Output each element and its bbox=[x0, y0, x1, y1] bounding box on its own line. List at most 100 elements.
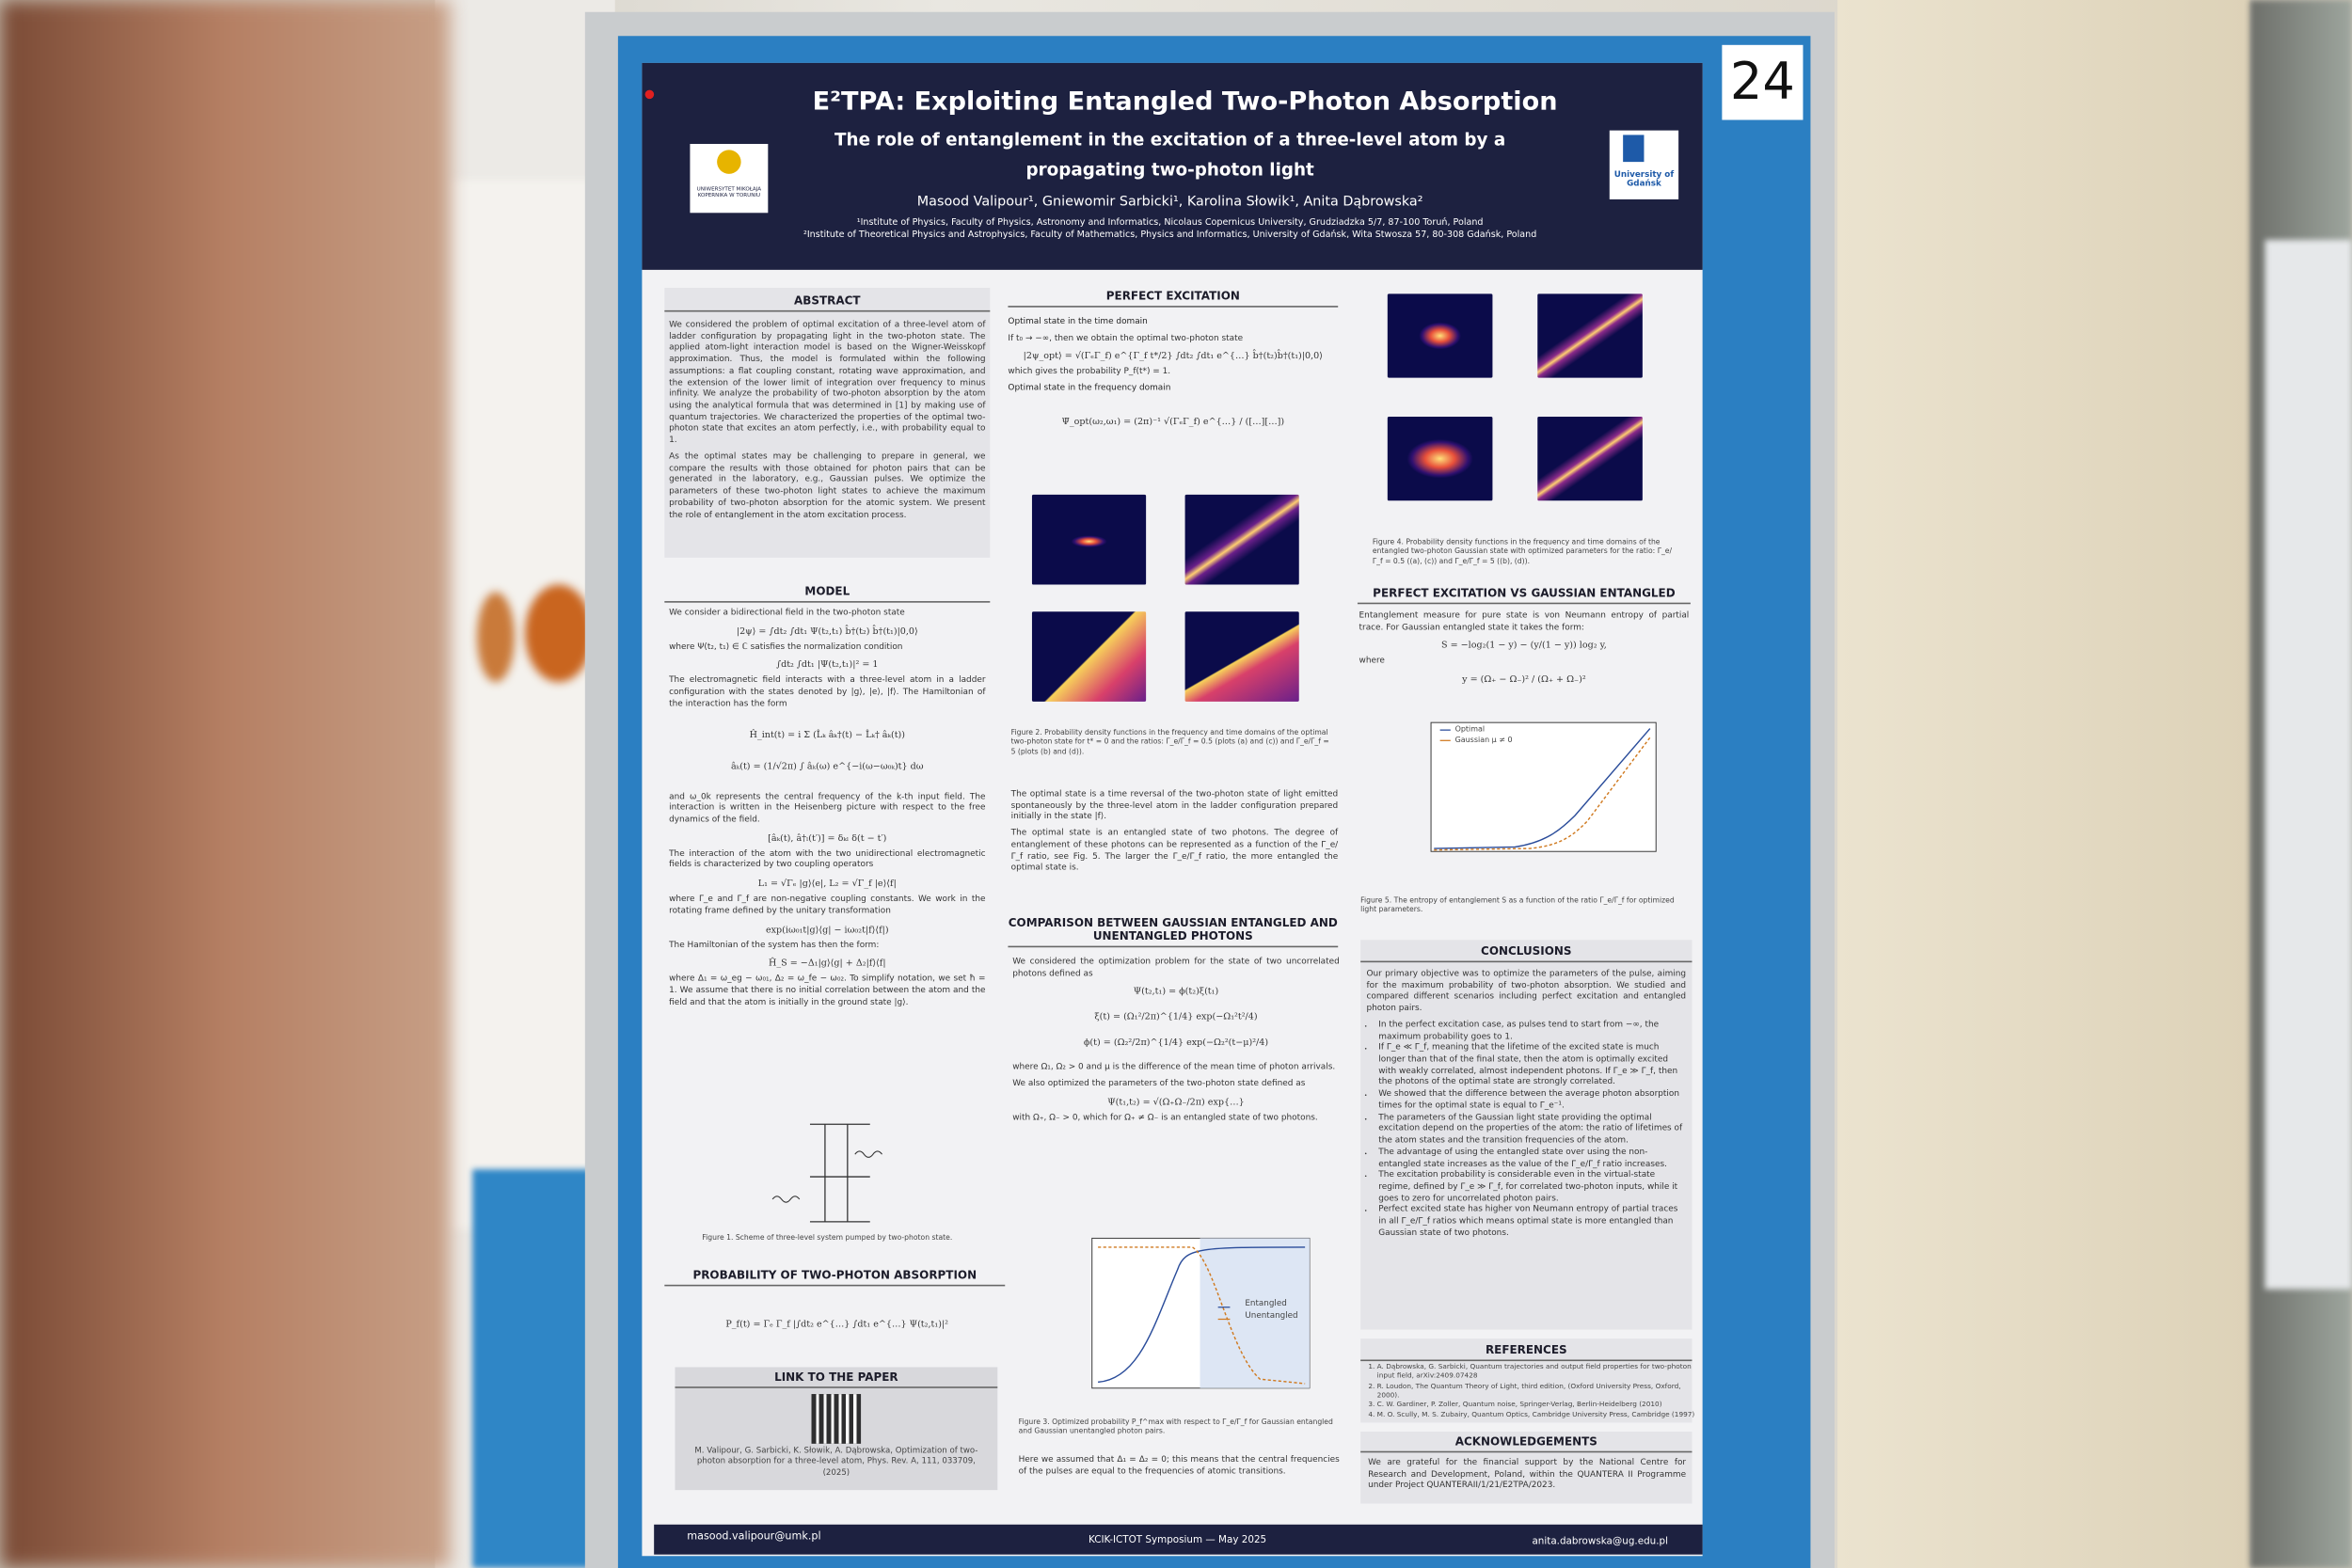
equation: |2ψ_opt⟩ = √(ΓₑΓ_f) e^{Γ_f t*/2} ∫dt₂ ∫d… bbox=[1023, 351, 1323, 362]
equation: âₖ(t) = (1/√2π) ∫ âₖ(ω) e^{−i(ω−ω₀ₖ)t} d… bbox=[731, 760, 924, 772]
section-heading: COMPARISON BETWEEN GAUSSIAN ENTANGLED AN… bbox=[1008, 916, 1339, 948]
paragraph: We also optimized the parameters of the … bbox=[1012, 1079, 1306, 1089]
logo-right: University of Gdańsk bbox=[1609, 130, 1679, 199]
paragraph: The electromagnetic field interacts with… bbox=[669, 676, 986, 709]
heatmap bbox=[1387, 417, 1493, 501]
list-item: We showed that the difference between th… bbox=[1378, 1090, 1686, 1114]
paragraph: where Γ_e and Γ_f are non-negative coupl… bbox=[669, 895, 986, 916]
list-item: C. W. Gardiner, P. Zoller, Quantum noise… bbox=[1377, 1402, 1700, 1412]
section-heading: PROBABILITY OF TWO-PHOTON ABSORPTION bbox=[664, 1268, 1006, 1287]
equation: Ĥ_int(t) = i Σ (L̂ₖ âₖ†(t) − L̂ₖ† âₖ(t)) bbox=[749, 729, 906, 740]
figure-caption: Figure 4. Probability density functions … bbox=[1372, 539, 1673, 567]
equation: Ψ(t₁,t₂) = √(Ω₊Ω₋/2π) exp{…} bbox=[1107, 1097, 1245, 1108]
title: E²TPA: Exploiting Entangled Two-Photon A… bbox=[812, 87, 1558, 118]
vs: Entanglement measure for pure state is v… bbox=[1359, 611, 1690, 691]
equation: exp(iω₀₁t|g⟩⟨g| − iω₀₂t|f⟩⟨f|) bbox=[765, 924, 889, 935]
background-board bbox=[472, 1169, 608, 1568]
paragraph: We considered the optimization problem f… bbox=[1012, 958, 1340, 979]
section-heading: ACKNOWLEDGEMENTS bbox=[1360, 1434, 1692, 1453]
list-item: Perfect excited state has higher von Neu… bbox=[1378, 1206, 1686, 1241]
paragraph: If t₀ → −∞, then we obtain the optimal t… bbox=[1008, 333, 1244, 343]
legend-entry: Gaussian μ ≠ 0 bbox=[1454, 736, 1513, 746]
section-heading: PERFECT EXCITATION VS GAUSSIAN ENTANGLED bbox=[1357, 586, 1691, 605]
figure-5 bbox=[1430, 721, 1657, 852]
blurred-circle bbox=[525, 584, 593, 683]
paragraph: where bbox=[1359, 657, 1385, 667]
legend-entry: Optimal bbox=[1454, 725, 1486, 735]
paragraph: The interaction of the atom with the two… bbox=[669, 849, 986, 871]
affiliation: ¹Institute of Physics, Faculty of Physic… bbox=[856, 217, 1484, 229]
equation: y = (Ω₊ − Ω₋)² / (Ω₊ + Ω₋)² bbox=[1462, 674, 1586, 686]
abstract-box bbox=[664, 287, 991, 558]
paragraph: Here we assumed that Δ₁ = Δ₂ = 0; this m… bbox=[1018, 1455, 1340, 1477]
background-poster bbox=[2265, 239, 2352, 1290]
poster-footer bbox=[654, 1524, 1703, 1555]
poster-header bbox=[642, 62, 1703, 270]
list-item: R. Loudon, The Quantum Theory of Light, … bbox=[1377, 1383, 1700, 1402]
equation: |2ψ⟩ = ∫dt₂ ∫dt₁ Ψ(t₂,t₁) b̂†(t₂) b̂†(t₁… bbox=[736, 626, 918, 637]
paragraph: with Ω₊, Ω₋ > 0, which for Ω₊ ≠ Ω₋ is an… bbox=[1012, 1113, 1318, 1123]
list-item: In the perfect excitation case, as pulse… bbox=[1378, 1021, 1686, 1044]
blurred-circle bbox=[477, 592, 515, 683]
footer-email: anita.dabrowska@ug.edu.pl bbox=[1532, 1534, 1668, 1547]
figure-caption: Figure 1. Scheme of three-level system p… bbox=[702, 1235, 953, 1243]
acknowledgements-box bbox=[1360, 1431, 1692, 1504]
references-box bbox=[1360, 1338, 1692, 1423]
pin bbox=[644, 89, 655, 100]
footer-email: masood.valipour@umk.pl bbox=[687, 1530, 821, 1543]
logo-emblem bbox=[1623, 135, 1645, 163]
reference-list: A. Dąbrowska, G. Sarbicki, Quantum traje… bbox=[1365, 1364, 1700, 1421]
equation: [âₖ(t), â†ₗ(t′)] = δₖₗ δ(t − t′) bbox=[768, 832, 887, 844]
perfect-excitation: Optimal state in the time domain If t₀ →… bbox=[1008, 318, 1338, 434]
equation: ∫dt₂ ∫dt₁ |Ψ(t₂,t₁)|² = 1 bbox=[776, 659, 879, 672]
equation: ϕ(t) = (Ω₂²/2π)^{1/4} exp(−Ω₂²(t−μ)²/4) bbox=[1083, 1037, 1269, 1049]
legend-entry: Entangled bbox=[1245, 1299, 1287, 1309]
level-scheme bbox=[771, 1123, 882, 1223]
abstract: We considered the problem of optimal exc… bbox=[669, 321, 985, 527]
section-heading: PERFECT EXCITATION bbox=[1008, 290, 1339, 308]
background-poster bbox=[450, 180, 600, 1229]
list-item: If Γ_e ≪ Γ_f, meaning that the lifetime … bbox=[1378, 1044, 1686, 1090]
paragraph: where Δ₁ = ω_eg − ω₀₁, Δ₂ = ω_fe − ω₀₂. … bbox=[669, 974, 986, 1007]
paragraph: where Ψ(t₂, t₁) ∈ ℂ satisfies the normal… bbox=[669, 642, 903, 652]
paragraph: Our primary objective was to optimize th… bbox=[1366, 970, 1687, 1014]
figure-caption: Figure 3. Optimized probability P_f^max … bbox=[1018, 1419, 1333, 1437]
qr-code bbox=[811, 1394, 862, 1444]
subheading: Optimal state in the frequency domain bbox=[1008, 384, 1171, 393]
equation: Ψ̃_opt(ω₂,ω₁) = (2π)⁻¹ √(ΓₑΓ_f) e^{…} / … bbox=[1061, 416, 1285, 428]
equation: Ψ(t₂,t₁) = ϕ(t₂)ξ(t₁) bbox=[1133, 987, 1219, 998]
foreground-blur bbox=[0, 0, 451, 1568]
list-item: M. O. Scully, M. S. Zubairy, Quantum Opt… bbox=[1377, 1412, 1700, 1421]
list-item: The advantage of using the entangled sta… bbox=[1378, 1148, 1686, 1171]
paragraph: and ω_0k represents the central frequenc… bbox=[669, 792, 986, 825]
figure-3 bbox=[1091, 1237, 1311, 1389]
paragraph: We considered the problem of optimal exc… bbox=[669, 321, 986, 446]
poster-number: 24 bbox=[1722, 44, 1804, 120]
heatmap bbox=[1537, 417, 1643, 501]
paragraph: We consider a bidirectional field in the… bbox=[669, 609, 905, 618]
subheading: Optimal state in the time domain bbox=[1008, 317, 1148, 327]
legend-entry: Unentangled bbox=[1245, 1311, 1298, 1322]
authors: Masood Valipour¹, Gniewomir Sarbicki¹, K… bbox=[916, 195, 1423, 211]
section-heading: REFERENCES bbox=[1360, 1343, 1692, 1362]
subtitle: The role of entanglement in the excitati… bbox=[834, 129, 1506, 180]
paragraph: We are grateful for the financial suppor… bbox=[1368, 1458, 1687, 1491]
paragraph: The optimal state is an entangled state … bbox=[1010, 829, 1339, 874]
heatmap bbox=[1184, 494, 1299, 585]
conclusions-box bbox=[1360, 940, 1692, 1330]
figure-caption: Figure 2. Probability density functions … bbox=[1010, 730, 1329, 757]
equation: ξ(t) = (Ω₁²/2π)^{1/4} exp(−Ω₁²t²/4) bbox=[1094, 1012, 1258, 1023]
figure-caption: Figure 5. The entropy of entanglement S … bbox=[1360, 897, 1675, 915]
section-heading: MODEL bbox=[664, 585, 991, 603]
pillar bbox=[1837, 0, 2250, 1568]
list-item: The excitation probability is considerab… bbox=[1378, 1171, 1686, 1206]
equation: S = −log₂(1 − y) − (y/(1 − y)) log₂ y, bbox=[1441, 641, 1607, 652]
paragraph: As the optimal states may be challenging… bbox=[669, 452, 986, 520]
footer-event: KCIK-ICTOT Symposium — May 2025 bbox=[1089, 1533, 1267, 1546]
conclusions: Our primary objective was to optimize th… bbox=[1366, 970, 1686, 1241]
model: We consider a bidirectional field in the… bbox=[669, 609, 985, 1014]
heatmap bbox=[1387, 293, 1493, 378]
paragraph: The optimal state is a time reversal of … bbox=[1010, 789, 1339, 823]
